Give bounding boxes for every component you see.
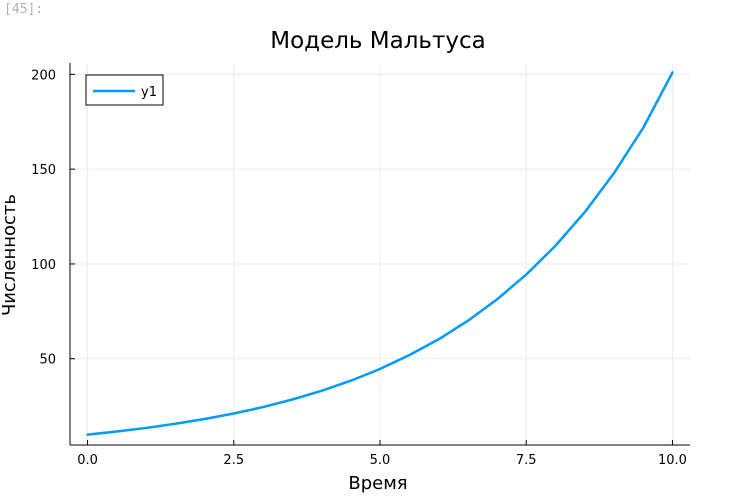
y-tick-label: 50	[39, 353, 56, 368]
y-tick-label: 100	[31, 258, 56, 273]
y-ticks: 50 100 150 200	[31, 68, 75, 368]
legend: y1	[85, 74, 164, 106]
x-tick-label: 10.0	[658, 453, 687, 468]
x-axis-label: Время	[348, 473, 407, 494]
x-ticks: 0.0 2.5 5.0 7.5 10.0	[77, 440, 687, 468]
series-line-y1	[86, 71, 674, 436]
x-tick-label: 2.5	[223, 453, 244, 468]
y-tick-label: 150	[31, 163, 56, 178]
chart-title: Модель Мальтуса	[270, 28, 485, 54]
cell-prompt: [45]:	[4, 2, 44, 17]
y-tick-label: 200	[31, 68, 56, 83]
series-group	[86, 71, 674, 436]
x-tick-label: 7.5	[516, 453, 537, 468]
x-tick-label: 0.0	[77, 453, 98, 468]
x-tick-label: 5.0	[370, 453, 391, 468]
grid	[70, 63, 690, 445]
legend-label-y1: y1	[141, 85, 157, 100]
y-axis-label: Численность	[0, 194, 20, 316]
